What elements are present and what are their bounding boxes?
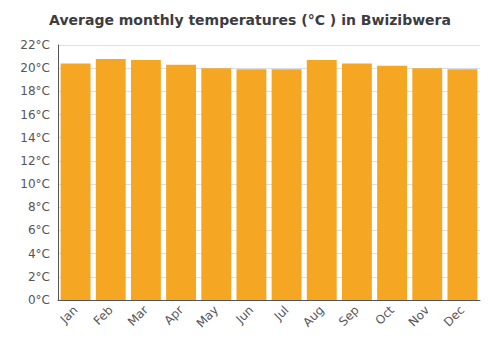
svg-text:12°C: 12°C <box>20 154 50 168</box>
svg-text:Average monthly temperatures (: Average monthly temperatures (°C ) in Bw… <box>49 12 451 28</box>
svg-text:8°C: 8°C <box>28 200 50 214</box>
svg-text:18°C: 18°C <box>20 84 50 98</box>
svg-text:20°C: 20°C <box>20 61 50 75</box>
svg-text:Oct: Oct <box>372 303 397 328</box>
svg-text:6°C: 6°C <box>28 223 50 237</box>
svg-text:Jul: Jul <box>271 303 292 324</box>
svg-text:Mar: Mar <box>125 303 151 329</box>
svg-text:0°C: 0°C <box>28 293 50 307</box>
svg-text:14°C: 14°C <box>20 131 50 145</box>
svg-text:4°C: 4°C <box>28 247 50 261</box>
svg-text:Jan: Jan <box>57 303 81 327</box>
svg-text:Sep: Sep <box>336 303 362 329</box>
svg-text:Aug: Aug <box>300 303 326 329</box>
svg-text:Jun: Jun <box>233 303 257 327</box>
svg-text:2°C: 2°C <box>28 270 50 284</box>
svg-text:May: May <box>194 303 221 330</box>
svg-text:16°C: 16°C <box>20 108 50 122</box>
svg-text:22°C: 22°C <box>20 38 50 52</box>
svg-text:Apr: Apr <box>161 303 186 328</box>
svg-text:Nov: Nov <box>406 303 432 329</box>
svg-text:Feb: Feb <box>91 303 116 328</box>
svg-text:10°C: 10°C <box>20 177 50 191</box>
svg-text:Dec: Dec <box>441 303 467 329</box>
